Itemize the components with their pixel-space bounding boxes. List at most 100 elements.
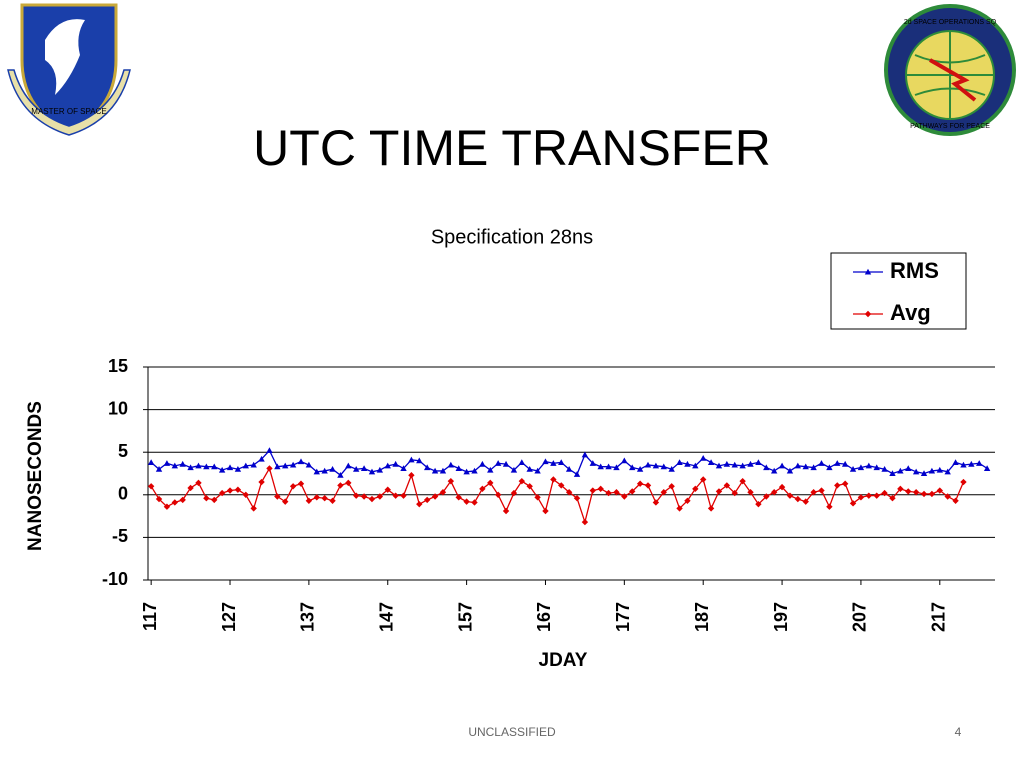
data-point bbox=[644, 482, 652, 489]
data-point bbox=[558, 482, 565, 489]
page-number: 4 bbox=[955, 725, 962, 739]
data-point bbox=[668, 483, 675, 490]
data-point bbox=[494, 491, 502, 498]
data-point bbox=[345, 479, 352, 487]
y-tick-label: -10 bbox=[102, 569, 128, 589]
y-tick-label: 5 bbox=[118, 441, 128, 461]
data-point bbox=[621, 457, 628, 464]
data-point bbox=[408, 456, 415, 463]
data-point bbox=[384, 462, 391, 469]
data-point bbox=[810, 464, 817, 471]
data-point bbox=[234, 486, 242, 493]
data-point bbox=[534, 467, 541, 474]
data-point bbox=[652, 462, 660, 469]
data-point bbox=[179, 496, 186, 504]
data-point bbox=[834, 482, 841, 489]
data-point bbox=[455, 465, 462, 471]
data-point bbox=[881, 466, 888, 472]
data-point bbox=[983, 465, 991, 471]
data-point bbox=[912, 468, 920, 475]
data-point bbox=[786, 467, 794, 474]
data-point bbox=[510, 489, 518, 497]
data-point bbox=[368, 495, 376, 503]
data-point bbox=[518, 477, 526, 485]
data-point bbox=[274, 493, 281, 500]
data-point bbox=[408, 472, 415, 479]
data-point bbox=[905, 465, 912, 471]
data-point bbox=[471, 467, 478, 474]
x-tick-label: 187 bbox=[692, 602, 712, 632]
data-point bbox=[928, 490, 936, 498]
data-point bbox=[905, 488, 912, 495]
data-point bbox=[597, 463, 604, 470]
data-point bbox=[384, 486, 391, 493]
data-point bbox=[558, 459, 565, 465]
data-point bbox=[770, 489, 778, 496]
data-point bbox=[700, 476, 707, 483]
data-point bbox=[920, 490, 928, 498]
chart-subtitle: Specification 28ns bbox=[431, 226, 593, 248]
data-point bbox=[581, 518, 589, 526]
data-point bbox=[353, 466, 360, 472]
y-axis-label: NANOSECONDS bbox=[25, 401, 46, 551]
data-point bbox=[676, 459, 683, 465]
data-point bbox=[266, 465, 273, 472]
data-point bbox=[692, 485, 699, 493]
data-point bbox=[778, 462, 786, 469]
data-point bbox=[589, 460, 596, 466]
data-point bbox=[360, 465, 368, 471]
data-point bbox=[423, 464, 431, 471]
logo-text: PATHWAYS FOR PEACE bbox=[910, 123, 990, 130]
data-point bbox=[282, 462, 289, 469]
data-point bbox=[794, 462, 802, 469]
data-point bbox=[912, 489, 920, 496]
data-point bbox=[960, 461, 967, 468]
data-point bbox=[360, 493, 368, 500]
data-point bbox=[226, 464, 234, 471]
data-point bbox=[218, 489, 226, 497]
data-point bbox=[684, 460, 691, 467]
data-point bbox=[274, 463, 281, 470]
data-point bbox=[439, 489, 447, 496]
data-point bbox=[826, 503, 833, 510]
data-point bbox=[676, 505, 683, 512]
data-point bbox=[707, 459, 715, 465]
legend-box bbox=[830, 252, 967, 330]
data-point bbox=[171, 499, 179, 506]
data-point bbox=[392, 492, 399, 499]
data-point bbox=[297, 480, 305, 487]
data-point bbox=[329, 497, 336, 504]
data-point bbox=[353, 492, 360, 499]
x-tick-label: 157 bbox=[455, 602, 475, 632]
data-point bbox=[155, 495, 163, 503]
data-point bbox=[644, 461, 652, 468]
data-point bbox=[597, 485, 604, 493]
data-point bbox=[613, 464, 620, 471]
series-line bbox=[150, 466, 965, 525]
data-point bbox=[857, 494, 865, 501]
x-tick-label: 117 bbox=[140, 602, 160, 631]
logo-text: MASTER OF SPACE bbox=[31, 107, 106, 116]
data-point bbox=[865, 492, 873, 499]
data-point bbox=[802, 498, 809, 505]
y-tick-label: 10 bbox=[108, 398, 128, 418]
data-point bbox=[258, 455, 265, 462]
data-point bbox=[502, 460, 510, 467]
data-point bbox=[242, 491, 249, 498]
footer: UNCLASSIFIED bbox=[468, 725, 556, 739]
data-point bbox=[818, 460, 825, 466]
data-point bbox=[723, 482, 731, 489]
data-point bbox=[345, 462, 352, 469]
data-point bbox=[187, 464, 194, 471]
data-point bbox=[865, 462, 873, 469]
data-point bbox=[684, 497, 691, 504]
data-point bbox=[171, 462, 179, 469]
data-point bbox=[305, 461, 313, 468]
data-point bbox=[471, 499, 478, 506]
data-point bbox=[400, 492, 407, 499]
x-tick-label: 177 bbox=[613, 602, 633, 632]
data-point bbox=[707, 505, 715, 512]
data-point bbox=[329, 466, 336, 472]
data-point bbox=[629, 488, 636, 495]
